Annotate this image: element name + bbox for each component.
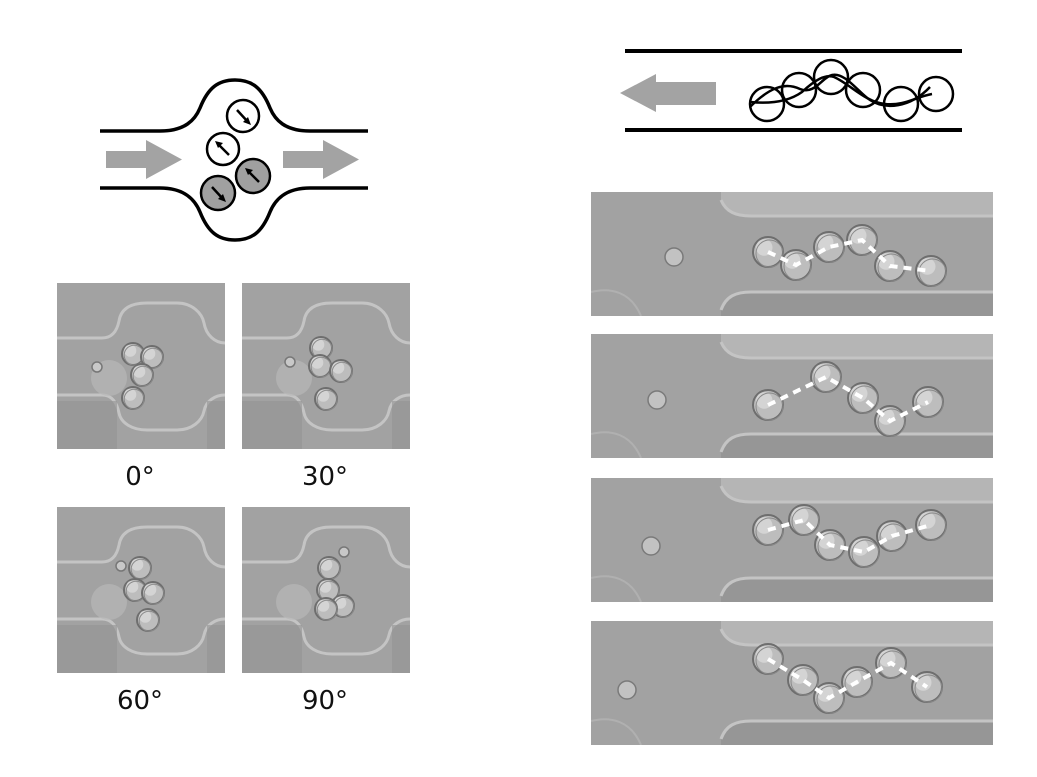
rotation-label-90: 90° [301,686,349,716]
particle-middle [205,131,241,167]
chain-schematic [620,49,962,132]
bead-1 [123,578,147,602]
flow-arrow-out [283,140,359,179]
channel-wall-upper [721,478,993,502]
tracer-particle [664,247,684,267]
chain-dashed-trace [766,657,929,701]
chain-dashed-trace [767,374,929,424]
chamber-wall-top [100,78,368,133]
chamber-wall-upper [57,525,225,569]
chain-bead-1 [787,664,819,696]
bead-1 [140,345,164,369]
tracer-particle [284,356,296,368]
particle-left-dark [199,174,237,212]
bead-0 [317,556,341,580]
rotation-label-30: 30° [301,462,349,492]
chain-bead-1 [810,361,842,393]
channel-wall-upper [721,334,993,358]
rotation-micrograph-0 [57,283,225,449]
rotation-label-0: 0° [125,462,155,492]
rotation-label-60: 60° [116,686,164,716]
channel-wall-lower [721,292,993,316]
chain-micrograph-2 [591,478,993,602]
chain-bead-2 [847,382,879,414]
bead-3 [121,386,145,410]
channel-wall-upper [721,192,993,216]
chain-micrograph-0 [591,192,993,316]
bead-0 [128,556,152,580]
chain-dashed-trace [767,237,932,273]
flow-arrow-left [620,74,716,112]
flow-arrow-in [106,140,182,179]
chain-bead-3 [848,536,880,568]
bead-2 [130,363,154,387]
channel-wall-lower [721,434,993,458]
chain-trace-a [749,73,931,108]
chamber-wall-upper [57,301,225,345]
chain-trace-b [749,75,933,106]
rotation-micrograph-1 [242,283,410,449]
particle-top [225,98,261,134]
bead-3 [136,608,160,632]
tracer-particle [617,680,637,700]
tracer-particle [338,546,350,558]
tracer-particle [647,390,667,410]
particle-chain [748,58,955,123]
chamber-wall-upper [242,525,410,569]
chamber-wall-bottom [100,186,368,242]
bead-1 [308,354,332,378]
tracer-particle [115,560,127,572]
particle-right-dark [234,157,272,195]
chain-bead-5 [915,509,947,541]
channel-wall-lower [721,721,993,745]
chain-bead-2 [813,231,845,263]
chain-micrograph-3 [591,621,993,745]
rotation-micrograph-2 [57,507,225,673]
bead-2 [141,581,165,605]
bead-0 [309,336,333,360]
channel-wall-lower [721,578,993,602]
channel-wall-upper [721,621,993,645]
tracer-particle [91,361,103,373]
chain-bead-1 [788,504,820,536]
bead-2 [329,359,353,383]
tracer-particle [641,536,661,556]
chain-dashed-trace [767,517,932,555]
chamber-schematic [100,78,368,242]
bead-3 [314,597,338,621]
chamber-wall-upper [242,301,410,345]
bead-3 [314,387,338,411]
chain-micrograph-1 [591,334,993,458]
rotation-micrograph-3 [242,507,410,673]
